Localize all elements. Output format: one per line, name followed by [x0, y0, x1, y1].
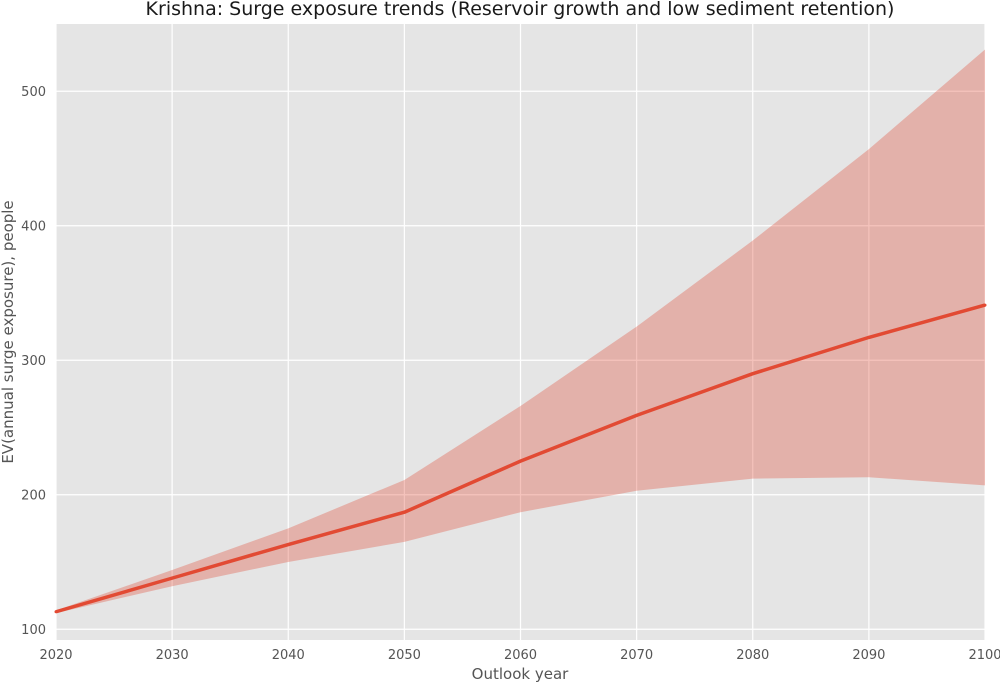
x-tick-label-2090: 2090: [852, 648, 885, 663]
data-point-2020: [54, 610, 58, 614]
x-tick-label-2080: 2080: [736, 648, 769, 663]
x-tick-label-2020: 2020: [39, 648, 72, 663]
data-point-2060: [519, 459, 522, 463]
x-tick-label-2100: 2100: [968, 648, 1000, 663]
y-tick-label-200: 200: [21, 489, 46, 504]
data-point-2070: [635, 413, 639, 417]
x-tick-label-2040: 2040: [272, 648, 305, 663]
x-axis-ticks: 2020 2030 2040 2050 2060 2070 2080 2090 2100: [39, 648, 1000, 663]
x-tick-label-2070: 2070: [620, 648, 653, 663]
y-tick-label-300: 300: [21, 354, 46, 369]
x-tick-label-2060: 2060: [504, 648, 537, 663]
x-tick-label-2030: 2030: [156, 648, 189, 663]
data-point-2050: [402, 510, 406, 514]
data-point-2080: [751, 372, 755, 376]
data-point-2030: [170, 576, 174, 580]
y-tick-label-100: 100: [21, 623, 46, 638]
series-points: [54, 303, 987, 614]
y-tick-label-400: 400: [21, 220, 46, 235]
data-point-2100: [983, 303, 987, 307]
data-point-2040: [286, 543, 290, 547]
x-axis-label: Outlook year: [472, 665, 569, 683]
y-axis-ticks: 100 200 300 400 500: [21, 85, 46, 638]
data-point-2090: [867, 335, 871, 339]
y-axis-label: EV(annual surge exposure), people: [0, 200, 17, 463]
x-tick-label-2050: 2050: [388, 648, 421, 663]
uncertainty-band: [56, 49, 985, 614]
y-tick-label-500: 500: [21, 85, 46, 100]
gridlines: [55, 24, 986, 640]
chart-title: Krishna: Surge exposure trends (Reservoi…: [146, 0, 895, 20]
